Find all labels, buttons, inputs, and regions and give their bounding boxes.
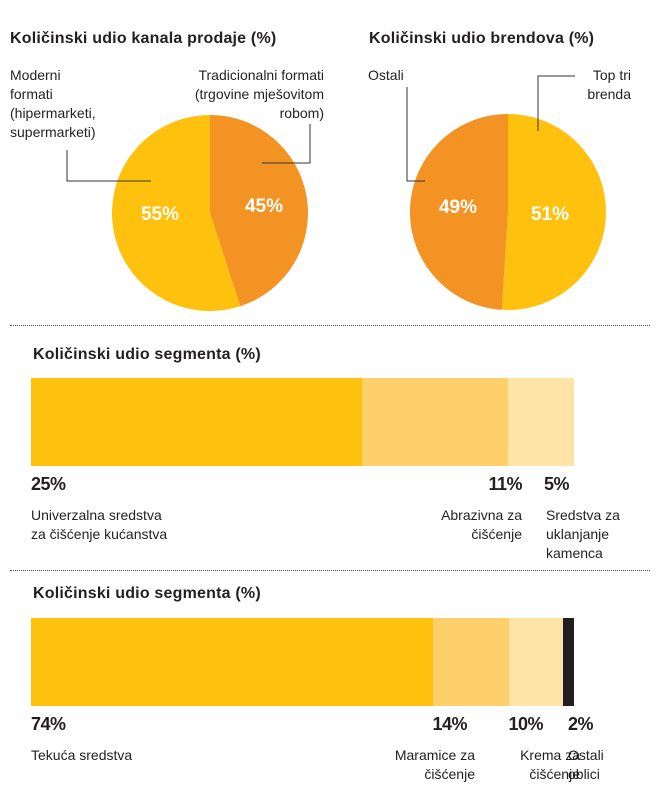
bar2-value-label-0: 74% [31,714,66,734]
bar2-category-label-3: Ostali oblici [568,747,604,782]
bar1-value-label-2: 5% [544,474,570,494]
bar1-category-label-1: Abrazivna za čišćenje [441,507,522,542]
bar2-segment-2 [508,618,564,706]
pie2-slice-1 [409,113,508,310]
bar2-segment-1 [432,618,509,706]
pie1-chart: 45% 55% 51% 49% [66,75,606,311]
bar1-category-label-2: Sredstva za uklanjanje kamenca [546,507,620,561]
bar1-chart [31,378,574,466]
pie2-label-top-three: Top tri brenda [587,67,631,102]
pie1-value-label-0: 45% [245,196,283,217]
pie2-leader-line-1 [406,87,425,182]
pie1-value-label-1: 55% [141,204,179,225]
bar2-category-label-0: Tekuća sredstva [31,747,133,763]
pie2-value-label-0: 51% [531,204,569,225]
bar1-segment-2 [507,378,574,466]
pie2-title: Količinski udio brendova (%) [369,30,595,47]
bar2-value-label-2: 10% [508,714,543,734]
bar2-category-label-1: Maramice za čišćenje [394,747,475,782]
pie2-leader-line-0 [537,75,575,131]
pie1-label-modern: Moderni formati (hipermarketi, supermark… [10,67,96,140]
pie1-title: Količinski udio kanala prodaje (%) [10,30,277,47]
pie1-label-traditional: Tradicionalni formati (trgovine mješovit… [194,67,324,121]
bar1-segment-1 [362,378,508,466]
bar1-value-label-1: 11% [488,474,522,494]
bar1-segment-0 [31,378,363,466]
bar2-chart [31,618,574,706]
bar2-value-label-3: 2% [568,714,594,734]
bar2-category-label-2: Krema za čišćenje [520,747,580,782]
bar1-value-label-0: 25% [31,474,66,494]
pie1-slice-1 [111,114,241,311]
pie1-leader-line-0 [262,124,311,164]
bar2-segment-3 [563,618,574,706]
pie1-leader-line-1 [66,150,151,182]
bar2-value-label-1: 14% [432,714,467,734]
pie2-value-label-1: 49% [439,197,477,218]
divider-1 [10,325,650,326]
bar1-title: Količinski udio segmenta (%) [33,346,261,363]
bar2-segment-0 [31,618,433,706]
bar2-title: Količinski udio segmenta (%) [33,585,261,602]
bar1-category-label-0: Univerzalna sredstva za čišćenje kućanst… [31,507,168,542]
pie2-label-others: Ostali [368,67,404,83]
divider-2 [10,570,650,571]
pie2-slice-0 [501,114,606,310]
